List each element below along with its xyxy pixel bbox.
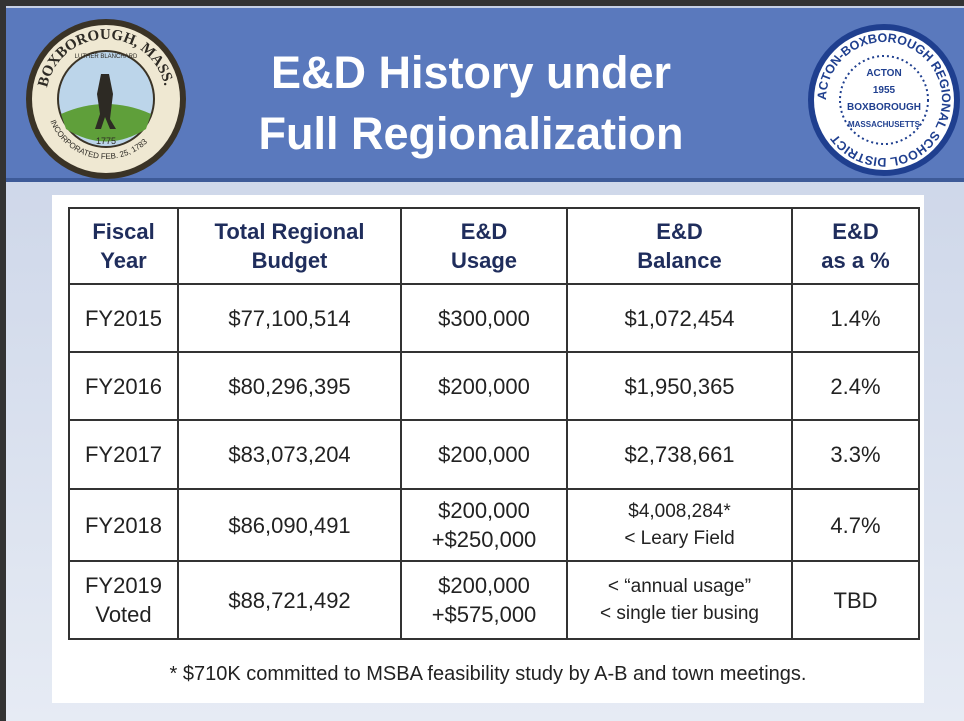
header-line: Total Regional [214, 219, 365, 244]
table-cell: $300,000 [400, 283, 568, 353]
cell-line: < Leary Field [624, 528, 735, 549]
table-cell: $2,738,661 [566, 419, 793, 490]
seal-text: 1955 [873, 85, 896, 96]
seal-text: LUTHER BLANCHARD [75, 54, 138, 60]
table-row: FY2017 $83,073,204 $200,000 $2,738,661 3.3% [68, 419, 920, 490]
table-cell: $88,721,492 [177, 560, 402, 640]
seal-figure [95, 74, 116, 129]
cell-line: $1,072,454 [624, 305, 735, 331]
table-cell: TBD [791, 560, 920, 640]
boxborough-seal: BOXBOROUGH, MASS. INCORPORATED FEB. 25, … [26, 19, 186, 179]
table-cell: $80,296,395 [177, 351, 402, 421]
seal-lines: ACTON 1955 BOXBOROUGH MASSACHUSETTS [847, 68, 921, 129]
seal-inner [839, 55, 929, 145]
cell-line: $88,721,492 [228, 587, 351, 613]
table-cell: $200,000 [400, 351, 568, 421]
seal-field [61, 104, 151, 142]
table-cell: $200,000 +$250,000 [400, 488, 568, 562]
table-cell: FY2015 [68, 283, 179, 353]
table-row: FY2019 Voted $88,721,492 $200,000 +$575,000 <… [68, 560, 920, 640]
table-cell: 1.4% [791, 283, 920, 353]
title: E&D History under Full Regionalization [206, 42, 736, 164]
table-cell: 3.3% [791, 419, 920, 490]
seal-text: BOXBOROUGH [847, 102, 921, 113]
table-panel: Fiscal Year Total Regional Budget E&D Usage E&… [52, 195, 924, 703]
table-cell: $4,008,284* < Leary Field [566, 488, 793, 562]
district-seal: ACTON-BOXBOROUGH REGIONAL SCHOOL DISTRIC… [808, 24, 960, 176]
title-line: E&D History under [270, 47, 672, 98]
cell-line: 3.3% [830, 442, 881, 467]
table-cell: 2.4% [791, 351, 920, 421]
table-cell: $200,000 +$575,000 [400, 560, 568, 640]
column-header: E&D Balance [566, 207, 793, 285]
table-cell: $1,950,365 [566, 351, 793, 421]
cell-line: $2,738,661 [624, 442, 735, 467]
cell-line: +$575,000 [431, 602, 537, 627]
column-header: E&D as a % [791, 207, 920, 285]
cell-line: FY2017 [84, 442, 163, 467]
header-line: E&D [832, 219, 879, 244]
cell-line: $4,008,284* [628, 501, 731, 522]
header-line: Balance [637, 248, 722, 273]
cell-line: $77,100,514 [228, 305, 351, 331]
table-cell: $83,073,204 [177, 419, 402, 490]
cell-line: $200,000 [438, 498, 530, 523]
header-line: E&D [656, 219, 703, 244]
table-cell: FY2019 Voted [68, 560, 179, 640]
table-row: FY2018 $86,090,491 $200,000 +$250,000 $4,008… [68, 488, 920, 562]
cell-line: FY2016 [84, 373, 163, 399]
header-line: E&D [460, 219, 508, 244]
table-cell: < “annual usage” < single tier busing [566, 560, 793, 640]
title-line: Full Regionalization [258, 108, 684, 159]
header-line: Year [100, 248, 147, 273]
table-cell: $86,090,491 [177, 488, 402, 562]
table-row: FY2015 $77,100,514 $300,000 $1,072,454 1.4% [68, 283, 920, 353]
table-cell: $200,000 [400, 419, 568, 490]
column-header: Total Regional Budget [177, 207, 402, 285]
cell-line: $200,000 [438, 573, 530, 598]
table-cell: FY2016 [68, 351, 179, 421]
table-cell: 4.7% [791, 488, 920, 562]
cell-line: FY2015 [84, 305, 163, 331]
cell-line: < single tier busing [600, 603, 759, 624]
column-header: E&D Usage [400, 207, 568, 285]
column-header: Fiscal Year [68, 207, 179, 285]
cell-line: Voted [95, 602, 152, 627]
table-cell: $77,100,514 [177, 283, 402, 353]
table: Fiscal Year Total Regional Budget E&D Usage E&… [68, 207, 920, 640]
cell-line: TBD [833, 587, 878, 613]
cell-line: $1,950,365 [624, 373, 735, 399]
table-cell: FY2018 [68, 488, 179, 562]
header-line: as a % [821, 248, 890, 273]
header-line: Fiscal [92, 219, 155, 244]
cell-line: $300,000 [438, 305, 530, 331]
cell-line: FY2018 [84, 512, 163, 538]
seal-text: ACTON [866, 68, 901, 79]
table-cell: FY2017 [68, 419, 179, 490]
cell-line: $86,090,491 [228, 512, 351, 538]
seal-text: 1775 [96, 136, 116, 146]
table-cell: $1,072,454 [566, 283, 793, 353]
cell-line: $200,000 [438, 442, 530, 467]
cell-line: FY2019 [84, 573, 163, 598]
cell-line: +$250,000 [431, 527, 537, 552]
table-row: FY2016 $80,296,395 $200,000 $1,950,365 2.4% [68, 351, 920, 421]
header-row: Fiscal Year Total Regional Budget E&D Usage E&… [68, 207, 920, 285]
header-line: Budget [251, 248, 328, 273]
footnote: * $710K committed to MSBA feasibility st… [169, 663, 807, 685]
header-line: Usage [450, 248, 518, 273]
table-body: FY2015 $77,100,514 $300,000 $1,072,454 1.4% F… [68, 283, 920, 640]
seal-text: MASSACHUSETTS [848, 120, 921, 129]
cell-line: < “annual usage” [607, 576, 752, 597]
cell-line: $200,000 [438, 373, 530, 399]
cell-line: 1.4% [830, 305, 881, 331]
cell-line: 4.7% [830, 512, 881, 538]
cell-line: 2.4% [830, 373, 881, 399]
cell-line: $83,073,204 [228, 442, 351, 467]
cell-line: $80,296,395 [228, 373, 351, 399]
